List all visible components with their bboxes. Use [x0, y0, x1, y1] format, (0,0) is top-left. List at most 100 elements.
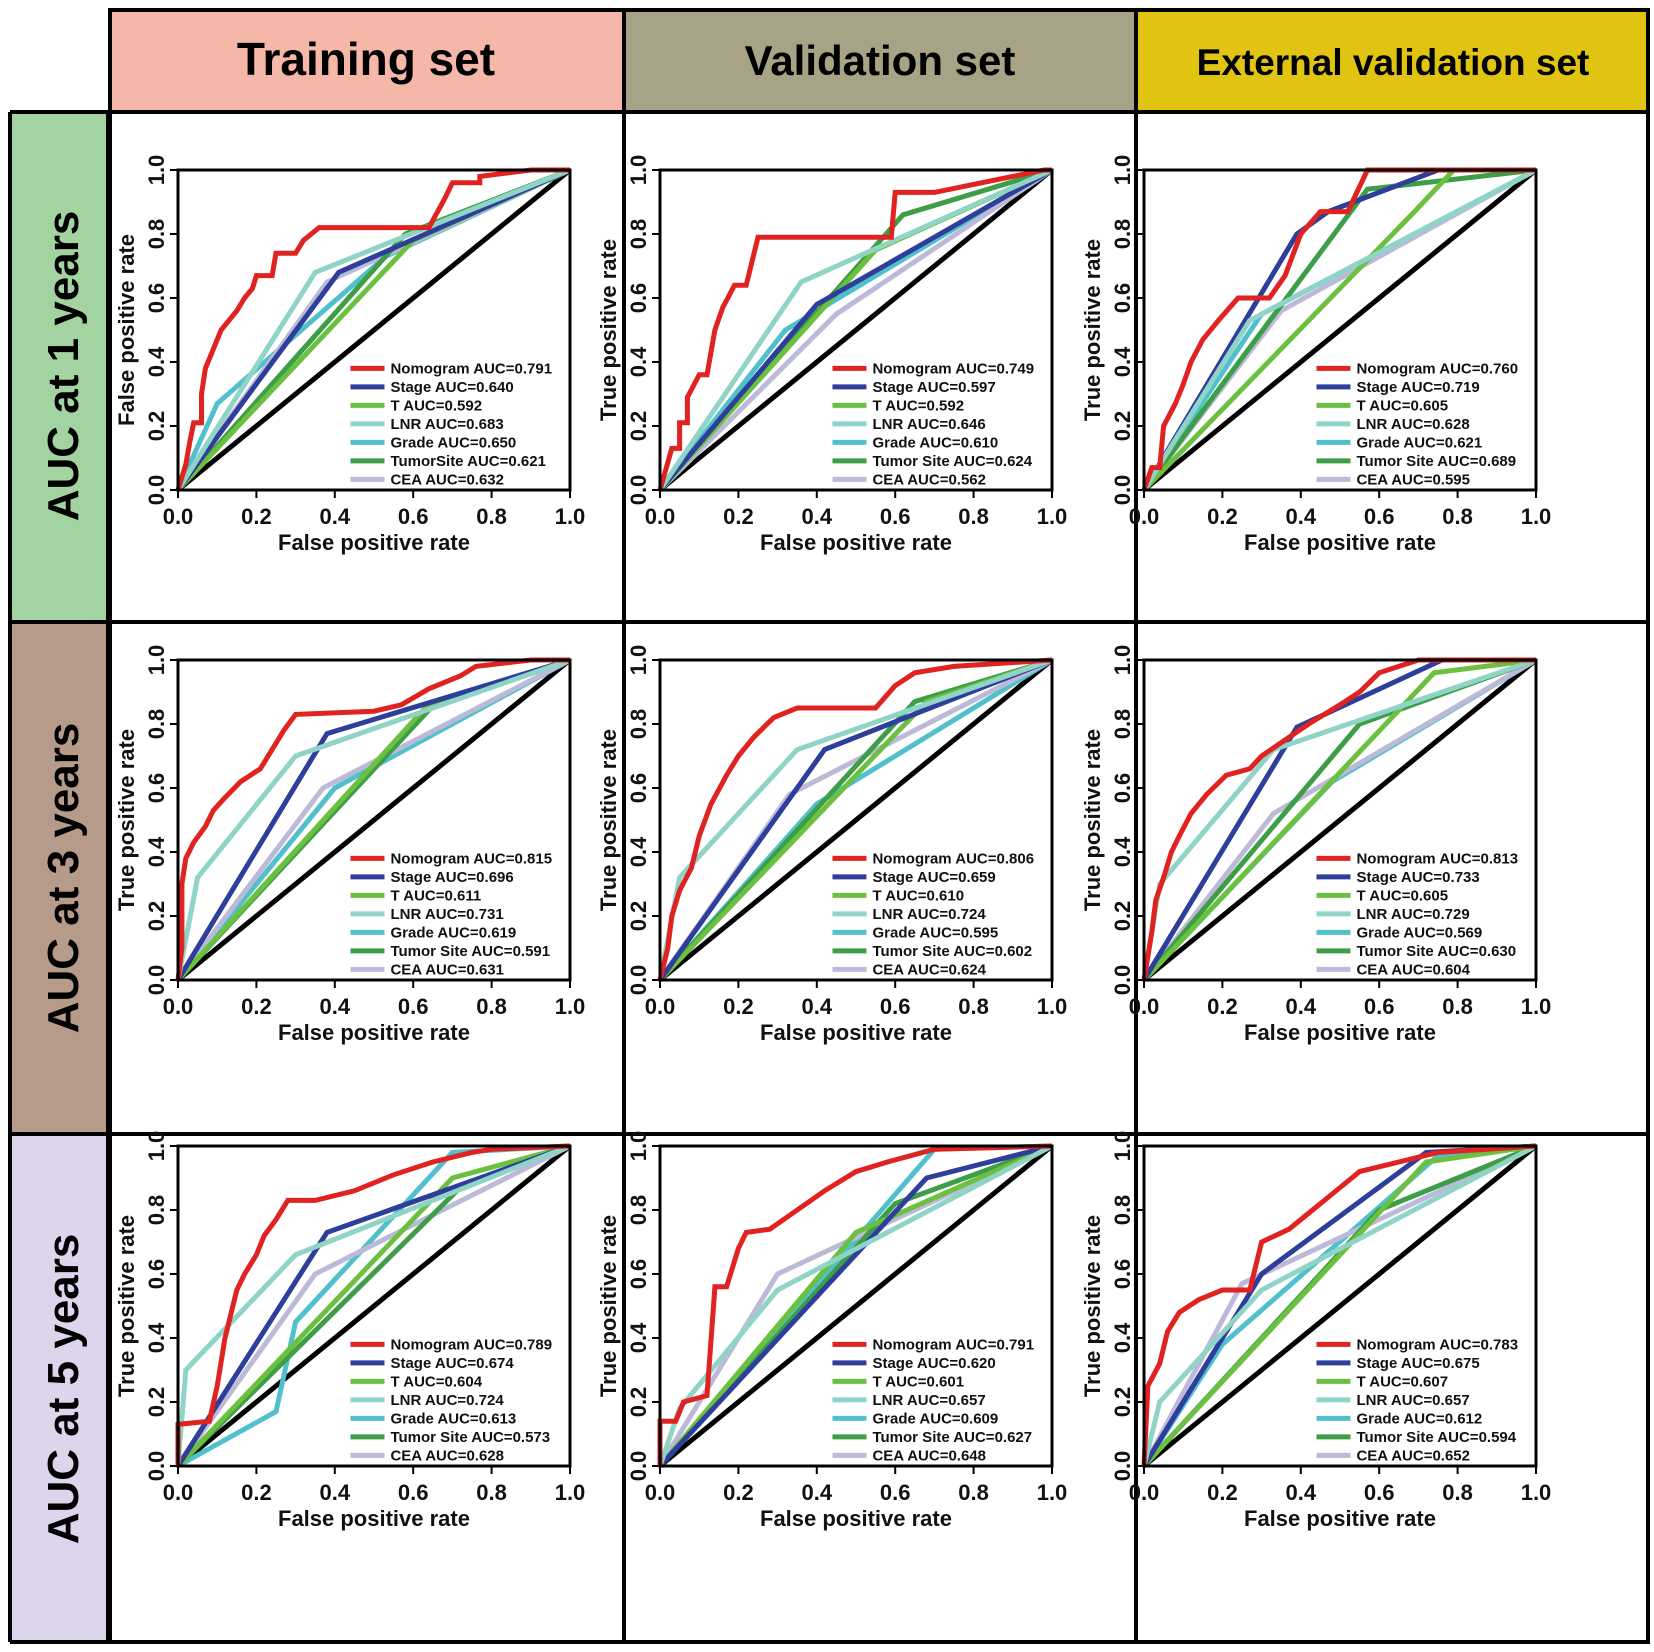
legend-label-lnr: LNR AUC=0.657: [1356, 1392, 1469, 1409]
legend-label-nomogram: Nomogram AUC=0.760: [1356, 360, 1518, 377]
y-axis-label: True positive rate: [596, 729, 621, 911]
reference-diagonal: [658, 1144, 1054, 1468]
roc-line-t: [1142, 657, 1537, 982]
y-tick-label: 0.4: [144, 346, 169, 377]
legend-label-cea: CEA AUC=0.628: [390, 1447, 504, 1464]
y-tick-label: 0.8: [144, 219, 169, 250]
row-3-year-bg: [10, 624, 108, 1132]
row-1-year-bg: [10, 112, 108, 620]
legend-label-lnr: LNR AUC=0.628: [1356, 416, 1469, 433]
row-5-year-bg: [10, 1136, 108, 1642]
roc-line-nomogram: [657, 167, 1052, 491]
x-tick-label: 0.0: [645, 504, 676, 529]
x-tick-label: 0.0: [645, 994, 676, 1019]
x-tick-label: 0.6: [1364, 994, 1395, 1019]
roc-panel-3-2: 0.00.0 0.2 0.2 0.4 0.4 0.6 0.6 0.8 0.8 1.0 1.0 Fals…: [596, 1131, 1067, 1531]
y-tick-label: 0.4: [1110, 346, 1135, 377]
header-training: Training set: [237, 33, 495, 85]
legend-label-tumor-site: Tumor Site AUC=0.624: [872, 453, 1032, 470]
y-tick-label: 1.0: [144, 155, 169, 186]
x-tick-label: 0.8: [1442, 994, 1473, 1019]
y-tick-label: 0.6: [1110, 773, 1135, 804]
y-tick-label: 0.0: [144, 475, 169, 506]
legend-label-nomogram: Nomogram AUC=0.791: [390, 360, 552, 377]
y-tick-label: 0.6: [626, 773, 651, 804]
y-tick-label: 0.0: [144, 1451, 169, 1482]
legend-label-lnr: LNR AUC=0.724: [390, 1392, 504, 1409]
roc-line-stage: [175, 1143, 571, 1468]
y-tick-label: 1.0: [144, 645, 169, 676]
x-tick-label: 0.2: [723, 1480, 754, 1505]
x-tick-label: 0.4: [1286, 1480, 1317, 1505]
header-validation-bg: [626, 10, 1134, 110]
x-tick-label: 1.0: [555, 504, 586, 529]
header-validation: Validation set: [745, 37, 1016, 84]
legend-label-cea: CEA AUC=0.632: [390, 471, 504, 488]
y-axis-label: True positive rate: [1080, 239, 1105, 421]
legend-label-cea: CEA AUC=0.604: [1356, 961, 1470, 978]
roc-line-nomogram: [1141, 657, 1536, 981]
y-tick-label: 1.0: [626, 155, 651, 186]
legend-label-tumor-site: Tumor Site AUC=0.630: [1356, 943, 1516, 960]
legend-label-grade: Grade AUC=0.609: [872, 1410, 998, 1427]
x-tick-label: 0.8: [958, 504, 989, 529]
roc-panel-1-3: 0.00.0 0.2 0.2 0.4 0.4 0.6 0.6 0.8 0.8 1.0 1.0 Fals…: [1080, 155, 1551, 555]
x-axis-label: False positive rate: [1244, 1506, 1436, 1531]
x-tick-label: 0.8: [958, 994, 989, 1019]
x-tick-label: 1.0: [555, 994, 586, 1019]
roc-line-lnr: [1141, 167, 1538, 492]
x-tick-label: 1.0: [1037, 504, 1068, 529]
y-tick-label: 0.4: [626, 1322, 651, 1353]
legend-label-cea: CEA AUC=0.562: [872, 471, 986, 488]
legend-label-stage: Stage AUC=0.674: [390, 1355, 514, 1372]
y-tick-label: 0.4: [144, 1322, 169, 1353]
plot-frame: [176, 168, 572, 492]
roc-line-t: [176, 1143, 571, 1468]
header-external: External validation set: [1197, 42, 1590, 83]
legend-label-t: T AUC=0.592: [872, 397, 964, 414]
y-tick-label: 1.0: [1110, 1131, 1135, 1162]
x-axis-label: False positive rate: [760, 1020, 952, 1045]
plot-frame: [658, 1144, 1054, 1468]
x-tick-label: 0.6: [398, 1480, 429, 1505]
reference-diagonal: [658, 658, 1054, 982]
y-tick-label: 0.6: [1110, 283, 1135, 314]
legend-label-lnr: LNR AUC=0.729: [1356, 906, 1469, 923]
plot-frame: [176, 658, 572, 982]
row-label-5-year: AUC at 5 years: [39, 1234, 88, 1545]
x-tick-label: 0.0: [163, 504, 194, 529]
legend-label-grade: Grade AUC=0.619: [390, 924, 516, 941]
legend-label-cea: CEA AUC=0.631: [390, 961, 504, 978]
x-tick-label: 0.6: [1364, 1480, 1395, 1505]
legend-label-lnr: LNR AUC=0.724: [872, 906, 986, 923]
roc-line-lnr: [657, 167, 1054, 492]
x-tick-label: 0.2: [723, 994, 754, 1019]
y-axis-label: True positive rate: [596, 239, 621, 421]
x-tick-label: 0.4: [320, 1480, 351, 1505]
y-tick-label: 0.6: [626, 283, 651, 314]
header-external-bg: [1138, 10, 1648, 110]
x-tick-label: 0.4: [802, 994, 833, 1019]
reference-diagonal: [176, 658, 572, 982]
panel-grid: [8, 8, 1650, 1644]
roc-panel-2-1: 0.00.0 0.2 0.2 0.4 0.4 0.6 0.6 0.8 0.8 1.0 1.0 Fals…: [114, 645, 585, 1045]
reference-diagonal: [658, 168, 1054, 492]
legend-label-nomogram: Nomogram AUC=0.783: [1356, 1336, 1518, 1353]
plot-frame: [1142, 168, 1538, 492]
x-tick-label: 0.8: [476, 504, 507, 529]
legend-label-nomogram: Nomogram AUC=0.806: [872, 850, 1034, 867]
roc-panel-2-3: 0.00.0 0.2 0.2 0.4 0.4 0.6 0.6 0.8 0.8 1.0 1.0 Fals…: [1080, 645, 1551, 1045]
x-axis-label: False positive rate: [278, 1020, 470, 1045]
x-axis-label: False positive rate: [1244, 530, 1436, 555]
y-tick-label: 0.0: [626, 1451, 651, 1482]
y-tick-label: 0.6: [144, 283, 169, 314]
legend-label-cea: CEA AUC=0.624: [872, 961, 986, 978]
legend-label-t: T AUC=0.605: [1356, 887, 1448, 904]
x-tick-label: 0.0: [1129, 1480, 1160, 1505]
y-tick-label: 0.8: [1110, 709, 1135, 740]
x-axis-label: False positive rate: [760, 530, 952, 555]
y-axis-label: True positive rate: [1080, 729, 1105, 911]
x-tick-label: 0.8: [1442, 1480, 1473, 1505]
roc-line-t: [658, 1143, 1054, 1468]
x-tick-label: 0.2: [241, 504, 272, 529]
